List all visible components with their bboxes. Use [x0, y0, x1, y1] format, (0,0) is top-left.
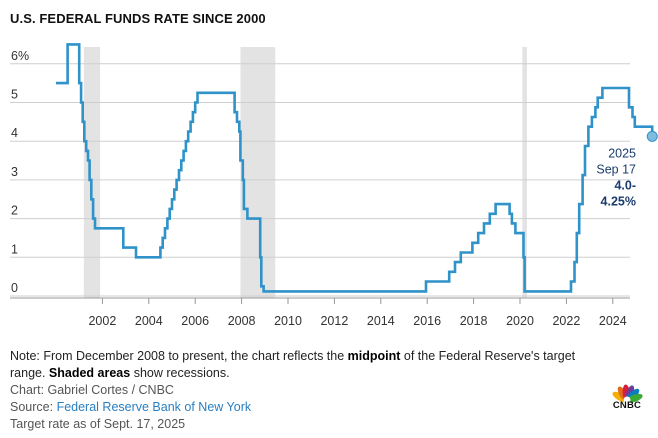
source-line: Source: Federal Reserve Bank of New York	[10, 399, 610, 416]
y-tick-label: 4	[11, 126, 18, 140]
gridlines	[10, 63, 630, 299]
annotation-value-line2: 4.25%	[601, 194, 636, 208]
note-text: Note: From December 2008 to present, the…	[10, 348, 610, 365]
annotation-date: Sep 17	[596, 162, 636, 176]
note-suffix: of the Federal Reserve's target	[400, 349, 576, 363]
latest-rate-marker	[646, 130, 658, 142]
y-tick-label: 1	[11, 242, 18, 256]
x-tick-label: 2020	[506, 314, 534, 328]
x-tick-label: 2010	[274, 314, 302, 328]
source-prefix: Source:	[10, 400, 57, 414]
y-tick-label: 5	[11, 88, 18, 102]
rate-series-line	[56, 43, 654, 293]
chart-credit: Chart: Gabriel Cortes / CNBC	[10, 383, 174, 397]
x-tick-label: 2024	[599, 314, 627, 328]
footnotes: Note: From December 2008 to present, the…	[10, 348, 610, 433]
recession-band-0	[83, 47, 101, 298]
source-link[interactable]: Federal Reserve Bank of New York	[56, 400, 252, 414]
annotation-value-line1: 4.0-	[614, 178, 636, 192]
y-tick-label: 0	[11, 281, 18, 295]
x-tick-label: 2022	[552, 314, 580, 328]
y-tick-label: 2	[11, 204, 18, 218]
fed-funds-chart: 0 1 2 3 4 5 6% 2002 2004 2006 2008 2010 2012 2014 201…	[10, 43, 658, 328]
x-tick-label: 2008	[228, 314, 256, 328]
recession-band-2	[522, 47, 527, 298]
y-axis-ticks: 0 1 2 3 4 5 6%	[11, 49, 29, 295]
x-tick-label: 2004	[135, 314, 163, 328]
note-text-line2: range. Shaded areas show recessions.	[10, 365, 610, 382]
annotation-year: 2025	[608, 146, 636, 160]
x-tick-label: 2002	[88, 314, 116, 328]
note-range: range.	[10, 366, 49, 380]
x-tick-label: 2006	[181, 314, 209, 328]
recession-bands	[83, 47, 527, 298]
latest-rate-annotation: 2025 Sep 17 4.0- 4.25%	[596, 146, 636, 208]
x-tick-label: 2012	[320, 314, 348, 328]
note-recessions: show recessions.	[130, 366, 230, 380]
note-shaded-areas: Shaded areas	[48, 366, 131, 380]
note-midpoint: midpoint	[347, 349, 401, 363]
x-tick-label: 2014	[367, 314, 395, 328]
chart-title: U.S. FEDERAL FUNDS RATE SINCE 2000	[10, 11, 266, 26]
cnbc-peacock-logo	[612, 384, 643, 404]
x-tick-label: 2018	[460, 314, 488, 328]
note-prefix: Note: From December 2008 to present, the…	[10, 349, 348, 363]
y-tick-label: 6%	[11, 49, 29, 63]
y-tick-label: 3	[11, 165, 18, 179]
as-of-date: Target rate as of Sept. 17, 2025	[10, 417, 186, 431]
peacock-body	[623, 396, 631, 404]
cnbc-logo-text: CNBC	[612, 400, 642, 411]
x-axis-ticks: 2002 2004 2006 2008 2010 2012 2014 2016 2018 2020…	[88, 298, 627, 328]
x-tick-label: 2016	[413, 314, 441, 328]
recession-band-1	[240, 47, 276, 298]
